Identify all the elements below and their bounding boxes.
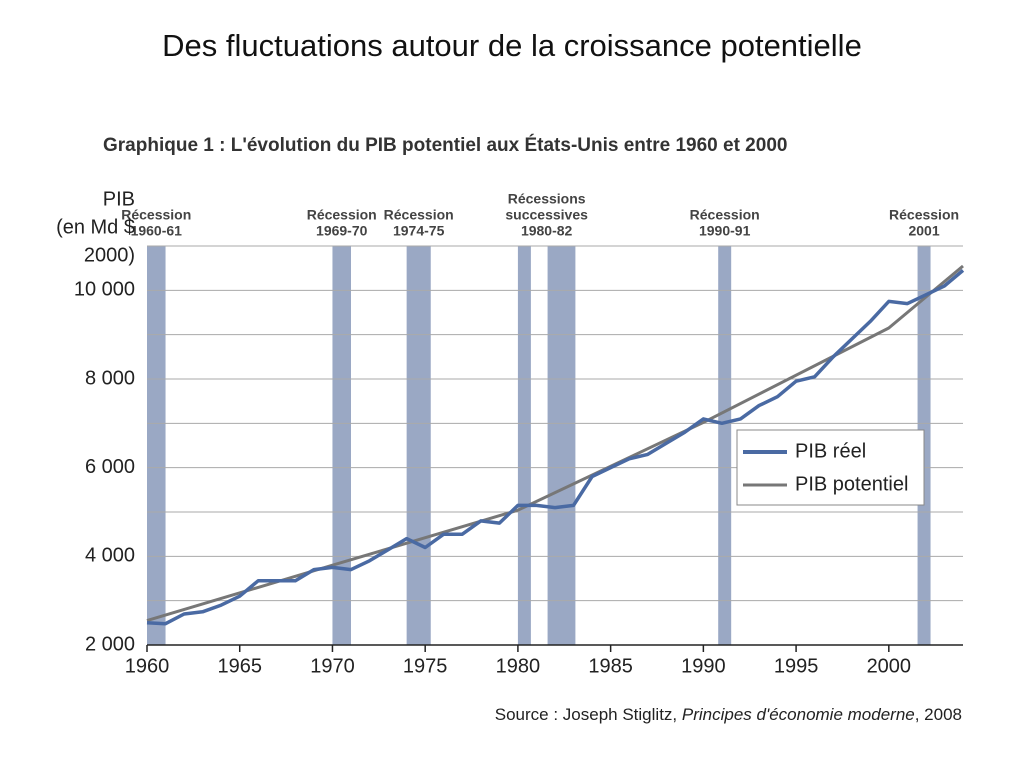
x-tick-label: 2000 — [867, 655, 912, 677]
recession-label: Récession — [307, 207, 377, 223]
recession-label: 1990-91 — [699, 223, 751, 239]
y-axis-label: 2000) — [84, 244, 135, 266]
x-tick-label: 1960 — [125, 655, 170, 677]
recession-band — [332, 246, 351, 645]
source: Source : Joseph Stiglitz, Principes d'éc… — [495, 705, 962, 724]
x-tick-label: 1980 — [496, 655, 541, 677]
y-tick-label: 6 000 — [85, 456, 135, 478]
plot: Récession1960-61Récession1969-70Récessio… — [56, 188, 965, 677]
chart-title: Graphique 1 : L'évolution du PIB potenti… — [103, 134, 787, 156]
x-tick-label: 1965 — [217, 655, 262, 677]
x-tick-label: 1975 — [403, 655, 448, 677]
recession-label: Récession — [384, 207, 454, 223]
x-tick-label: 1995 — [774, 655, 819, 677]
recession-label: 1974-75 — [393, 223, 445, 239]
recession-label: Récession — [889, 207, 959, 223]
recession-band — [718, 246, 732, 645]
recession-band — [147, 246, 166, 645]
recession-label: 1980-82 — [521, 223, 573, 239]
y-tick-label: 10 000 — [74, 279, 135, 301]
x-tick-label: 1990 — [681, 655, 726, 677]
source-prefix: Source : Joseph Stiglitz, — [495, 705, 682, 724]
legend-label: PIB réel — [795, 440, 866, 462]
recession-band — [547, 246, 576, 645]
y-tick-label: 2 000 — [85, 633, 135, 655]
recession-label: Récession — [121, 207, 191, 223]
recession-band — [406, 246, 431, 645]
recession-label: 2001 — [908, 223, 939, 239]
y-tick-label: 8 000 — [85, 367, 135, 389]
slide-title: Des fluctuations autour de la croissance… — [162, 28, 862, 63]
source-italic: Principes d'économie moderne — [682, 705, 915, 724]
series-line — [146, 269, 965, 626]
x-tick-label: 1985 — [588, 655, 633, 677]
y-axis-label: PIB — [103, 188, 135, 210]
recession-label: Récession — [690, 207, 760, 223]
recession-label: Récessions — [508, 191, 586, 207]
recession-band — [517, 246, 531, 645]
source-suffix: , 2008 — [915, 705, 962, 724]
legend-box — [736, 429, 925, 506]
recession-label: successives — [505, 207, 588, 223]
x-tick-label: 1970 — [310, 655, 355, 677]
y-axis-label: (en Md $ — [56, 216, 135, 238]
recession-label: 1960-61 — [131, 223, 183, 239]
y-tick-label: 4 000 — [85, 545, 135, 567]
legend-label: PIB potentiel — [795, 473, 908, 495]
recession-label: 1969-70 — [316, 223, 368, 239]
